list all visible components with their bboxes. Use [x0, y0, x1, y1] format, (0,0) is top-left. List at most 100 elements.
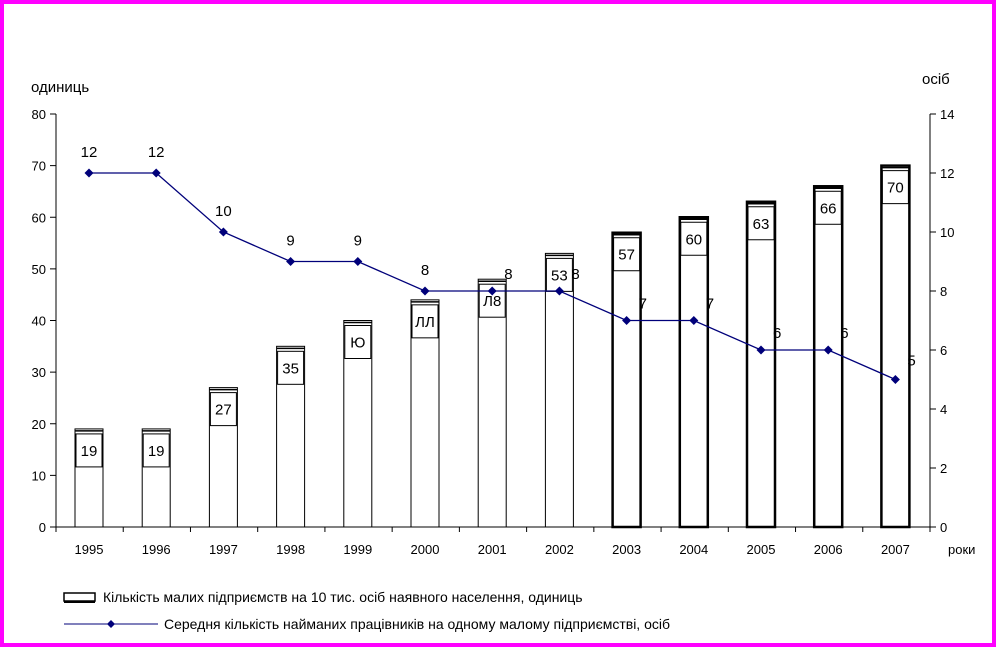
bar-label-box: [613, 237, 641, 272]
bar-label-box: [881, 170, 909, 205]
x-tick-label: 2003: [612, 542, 641, 557]
line-data-label: 6: [840, 325, 848, 342]
y-left-tick-label: 40: [32, 314, 46, 329]
x-tick-label: 2002: [545, 542, 574, 557]
line-marker: [756, 345, 766, 355]
x-tick-label: 1998: [276, 542, 305, 557]
bar-label-box: [545, 257, 573, 292]
x-tick-label: 2001: [478, 542, 507, 557]
bar-label-box: [277, 350, 305, 385]
line-data-label: 9: [286, 233, 294, 250]
y-right-axis: 0 2 4 6 8 10 12 14: [929, 107, 954, 535]
line-marker: [554, 286, 564, 296]
bar-data-label: 57: [618, 247, 635, 264]
bar-data-label: Л8: [483, 293, 501, 310]
y-left-tick-label: 70: [32, 159, 46, 174]
y-right-tick-label: 0: [940, 520, 947, 535]
line-data-label: 9: [354, 233, 362, 250]
y-left-tick-label: 0: [39, 520, 46, 535]
y-left-tick-label: 80: [32, 107, 46, 122]
y-right-tick-label: 2: [940, 461, 947, 476]
x-axis: 1995 1996 1997 1998 1999 2000 2001 2002 2003 2004…: [55, 526, 931, 557]
y-left-tick-label: 30: [32, 365, 46, 380]
line-data-label: 10: [215, 203, 232, 220]
line-data-label: 6: [773, 325, 781, 342]
line-marker: [218, 227, 228, 237]
bar-data-label: ЛЛ: [415, 314, 435, 331]
line-marker: [420, 286, 430, 296]
line-marker: [487, 286, 497, 296]
bar: [477, 278, 507, 528]
line-marker: [689, 316, 699, 325]
y-right-tick-label: 10: [940, 225, 954, 240]
legend-label-bars: Кількість малих підприємств на 10 тис. о…: [103, 589, 583, 605]
legend-label-line: Середня кількість найманих працівників н…: [164, 616, 670, 632]
x-tick-label: 2000: [411, 542, 440, 557]
bar-data-label: 63: [753, 216, 770, 233]
line-data-label: 7: [706, 296, 714, 313]
bar-data-label: 70: [887, 180, 904, 197]
bar-data-label: 53: [551, 267, 568, 284]
x-tick-label: 2007: [881, 542, 910, 557]
bar-data-label: 19: [81, 443, 98, 460]
y-left-tick-label: 10: [32, 468, 46, 483]
line-marker: [84, 168, 94, 178]
y-left-tick-label: 20: [32, 417, 46, 432]
y-left-axis: 0 10 20 30 40 50 60 70 80: [32, 107, 57, 535]
line-marker: [890, 375, 900, 384]
bar: [544, 252, 574, 528]
x-tick-label: 2005: [747, 542, 776, 557]
line-marker: [823, 345, 833, 355]
bar: [812, 185, 844, 529]
line-data-label: 8: [504, 266, 512, 283]
line-data-label: 5: [907, 353, 915, 370]
y-right-tick-label: 12: [940, 166, 954, 181]
bar-label-box: [75, 433, 103, 468]
line-marker: [151, 168, 161, 178]
y-left-tick-label: 60: [32, 210, 46, 225]
bar-data-label: 19: [148, 443, 165, 460]
bar-label-box: [209, 392, 237, 427]
line-marker: [286, 257, 296, 266]
x-axis-title: роки: [948, 542, 975, 557]
x-tick-label: 2006: [814, 542, 843, 557]
line-marker: [622, 316, 632, 325]
bar: [880, 164, 911, 529]
bar: [611, 231, 642, 529]
x-tick-label: 1996: [142, 542, 171, 557]
bar-data-label: 66: [820, 200, 837, 217]
y-left-axis-title: одиниць: [31, 79, 89, 96]
y-right-axis-title: осіб: [922, 71, 950, 88]
y-right-tick-label: 4: [940, 402, 947, 417]
line-data-label: 8: [571, 266, 579, 283]
bar-label-box: [680, 221, 708, 256]
line-data-label: 12: [81, 144, 98, 161]
legend-bar-swatch: [63, 592, 96, 602]
bar-data-label: 60: [685, 231, 702, 248]
bar-data-label: 35: [282, 360, 299, 377]
bar-label-box: [747, 206, 775, 241]
line-data-label: 8: [421, 262, 429, 279]
bar-label-box: [344, 325, 372, 359]
x-tick-label: 1997: [209, 542, 238, 557]
y-right-tick-label: 8: [940, 284, 947, 299]
y-left-tick-label: 50: [32, 262, 46, 277]
x-tick-label: 2004: [679, 542, 708, 557]
y-right-tick-label: 6: [940, 343, 947, 358]
bar-data-label: Ю: [350, 335, 365, 352]
line-data-label: 7: [639, 296, 647, 313]
bar-label-box: [411, 304, 439, 339]
bar-label-box: [814, 190, 842, 225]
bar-data-label: 27: [215, 402, 232, 419]
y-right-tick-label: 14: [940, 107, 954, 122]
legend: Кількість малих підприємств на 10 тис. о…: [63, 589, 670, 632]
legend-line-marker: [107, 620, 115, 628]
bar: [745, 200, 777, 529]
line-marker: [353, 257, 363, 266]
bar-label-box: [142, 433, 170, 468]
x-tick-label: 1999: [343, 542, 372, 557]
